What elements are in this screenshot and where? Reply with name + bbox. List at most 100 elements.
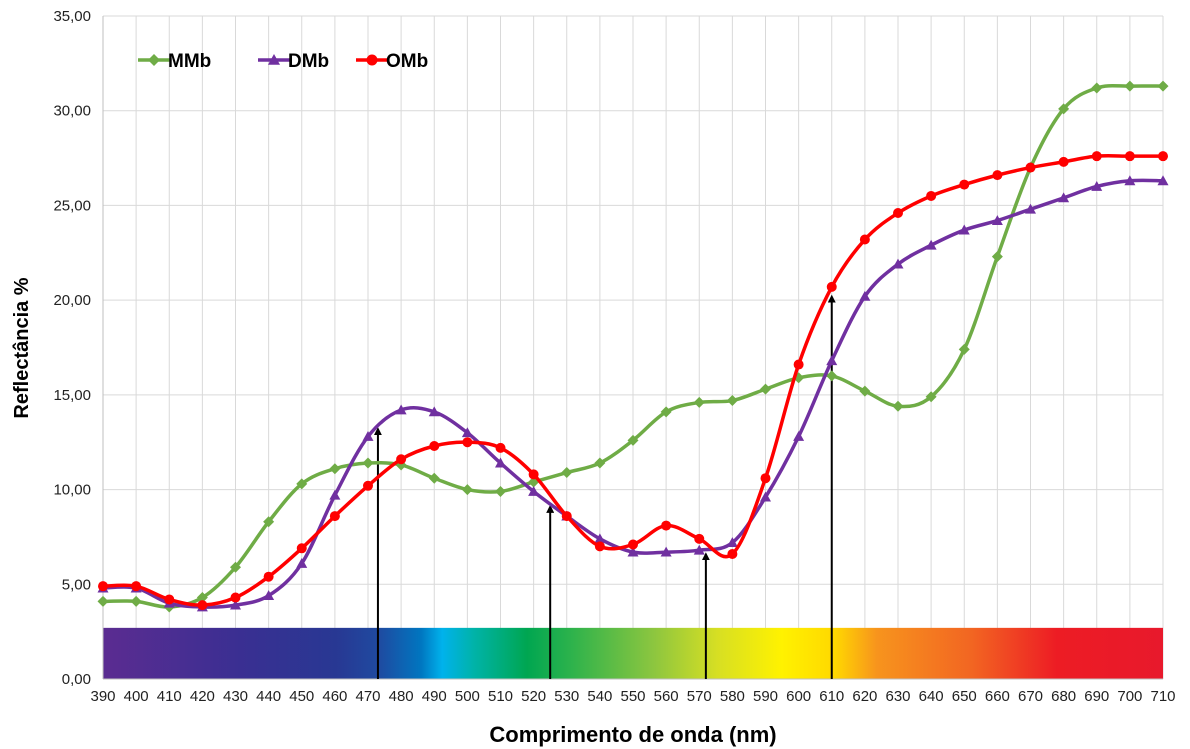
data-point-mmb bbox=[660, 406, 672, 418]
x-tick-label: 460 bbox=[322, 688, 347, 705]
data-point-omb bbox=[396, 454, 407, 465]
data-point-dmb bbox=[1124, 175, 1136, 186]
series-dmb bbox=[97, 175, 1169, 612]
y-tick-label: 35,00 bbox=[53, 8, 91, 25]
data-point-omb bbox=[197, 600, 208, 611]
x-tick-label: 430 bbox=[223, 688, 248, 705]
data-point-dmb bbox=[726, 537, 738, 548]
data-point-omb bbox=[694, 533, 705, 544]
data-point-omb bbox=[826, 281, 837, 292]
x-tick-label: 700 bbox=[1117, 688, 1142, 705]
legend-label: DMb bbox=[288, 51, 329, 72]
data-point-dmb bbox=[958, 224, 970, 235]
x-tick-label: 560 bbox=[654, 688, 679, 705]
data-point-mmb bbox=[130, 595, 142, 607]
x-tick-label: 520 bbox=[521, 688, 546, 705]
data-point-dmb bbox=[395, 404, 407, 415]
x-tick-label: 420 bbox=[190, 688, 215, 705]
series-omb bbox=[98, 151, 1168, 611]
legend-entry-omb: OMb bbox=[356, 51, 428, 72]
data-point-omb bbox=[131, 581, 142, 592]
x-tick-label: 630 bbox=[885, 688, 910, 705]
data-point-omb bbox=[296, 543, 307, 554]
data-point-omb bbox=[992, 170, 1003, 181]
data-point-omb bbox=[495, 442, 506, 453]
data-point-mmb bbox=[561, 467, 573, 479]
x-tick-label: 490 bbox=[422, 688, 447, 705]
data-point-mmb bbox=[461, 484, 473, 496]
data-point-dmb bbox=[362, 431, 374, 441]
data-point-mmb bbox=[859, 385, 871, 397]
data-point-dmb bbox=[594, 533, 606, 544]
y-tick-label: 15,00 bbox=[53, 387, 91, 404]
data-point-dmb bbox=[296, 557, 308, 568]
x-tick-label: 610 bbox=[819, 688, 844, 705]
data-point-mmb bbox=[1058, 103, 1070, 115]
x-tick-label: 640 bbox=[919, 688, 944, 705]
data-point-dmb bbox=[1091, 180, 1103, 191]
y-tick-label: 0,00 bbox=[62, 671, 91, 688]
data-point-mmb bbox=[428, 472, 440, 484]
data-point-mmb bbox=[97, 595, 109, 607]
data-point-mmb bbox=[693, 396, 705, 408]
data-point-omb bbox=[594, 541, 605, 552]
data-point-omb bbox=[561, 511, 572, 522]
data-point-dmb bbox=[495, 457, 506, 468]
data-point-mmb bbox=[1124, 80, 1136, 92]
data-point-mmb bbox=[495, 485, 506, 497]
legend-label: MMb bbox=[168, 51, 211, 72]
y-axis-title: Reflectância % bbox=[11, 277, 33, 418]
data-point-mmb bbox=[296, 478, 308, 490]
x-tick-label: 540 bbox=[587, 688, 612, 705]
series-line-omb bbox=[102, 154, 1163, 607]
data-point-mmb bbox=[594, 457, 606, 469]
data-point-omb bbox=[462, 437, 473, 448]
data-point-dmb bbox=[660, 546, 672, 557]
x-tick-label: 680 bbox=[1051, 688, 1076, 705]
data-point-omb bbox=[628, 539, 638, 550]
data-point-dmb bbox=[925, 239, 937, 250]
x-tick-label: 570 bbox=[687, 688, 712, 705]
y-tick-label: 25,00 bbox=[53, 197, 91, 214]
data-point-dmb bbox=[329, 489, 341, 500]
data-point-omb bbox=[1124, 151, 1135, 162]
data-point-mmb bbox=[991, 251, 1003, 263]
data-point-mmb bbox=[958, 343, 970, 355]
data-point-dmb bbox=[1058, 192, 1070, 203]
data-point-omb bbox=[230, 592, 241, 603]
axes: 0,00 5,00 10,00 15,00 20,00 25,00 30,00 35,00 39… bbox=[53, 8, 1175, 705]
data-point-omb bbox=[164, 594, 175, 605]
legend-marker bbox=[268, 54, 280, 65]
data-point-mmb bbox=[760, 383, 771, 395]
x-tick-label: 710 bbox=[1150, 688, 1175, 705]
data-point-omb bbox=[760, 473, 771, 484]
x-tick-label: 510 bbox=[488, 688, 513, 705]
x-tick-label: 500 bbox=[455, 688, 480, 705]
x-tick-label: 580 bbox=[720, 688, 745, 705]
data-point-omb bbox=[1158, 151, 1168, 162]
y-tick-label: 10,00 bbox=[53, 482, 91, 499]
x-axis-title: Comprimento de onda (nm) bbox=[489, 722, 776, 747]
data-point-mmb bbox=[329, 463, 341, 475]
x-tick-label: 400 bbox=[124, 688, 149, 705]
data-point-omb bbox=[859, 234, 870, 245]
data-point-mmb bbox=[726, 395, 738, 407]
y-tick-label: 20,00 bbox=[53, 292, 91, 309]
data-point-omb bbox=[661, 520, 672, 531]
x-tick-label: 450 bbox=[289, 688, 314, 705]
data-point-dmb bbox=[693, 544, 705, 555]
data-point-omb bbox=[793, 359, 804, 370]
data-point-mmb bbox=[1091, 82, 1103, 94]
data-point-dmb bbox=[627, 546, 639, 557]
x-tick-label: 440 bbox=[256, 688, 281, 705]
data-point-omb bbox=[893, 208, 903, 219]
data-point-dmb bbox=[1157, 175, 1169, 186]
x-tick-label: 410 bbox=[157, 688, 182, 705]
legend-label: OMb bbox=[386, 51, 428, 72]
data-point-omb bbox=[329, 511, 340, 522]
data-point-omb bbox=[1091, 151, 1102, 162]
wavelength-arrows bbox=[373, 294, 836, 679]
data-point-omb bbox=[429, 441, 440, 452]
legend-marker bbox=[366, 54, 378, 66]
x-tick-label: 690 bbox=[1084, 688, 1109, 705]
